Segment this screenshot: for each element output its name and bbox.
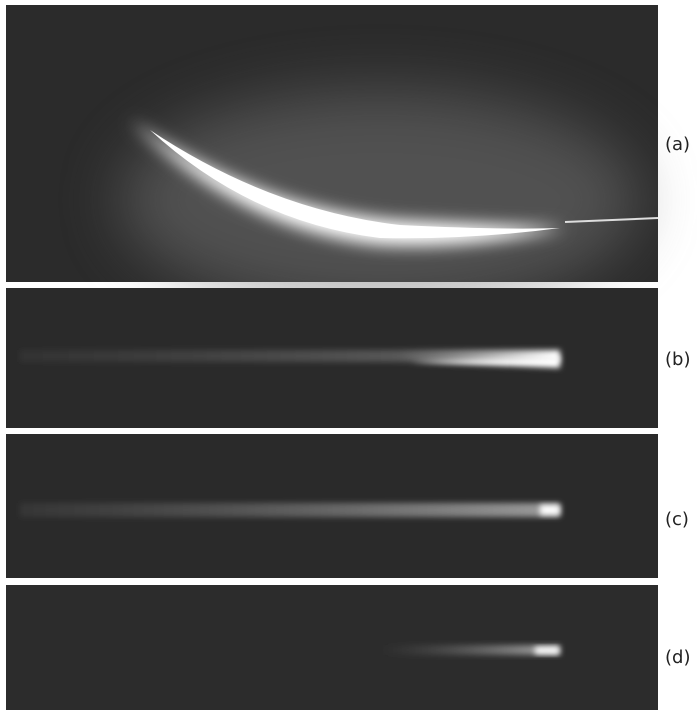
- jet-core: [535, 647, 559, 654]
- jet: [20, 503, 560, 517]
- panel-label: (d): [665, 647, 690, 668]
- panel-label: (a): [665, 134, 690, 155]
- page: (a) (b) (c) (d) (() => { const data = JS…: [0, 0, 697, 713]
- panel-a: (a): [6, 5, 690, 310]
- panel-c: (c): [6, 434, 689, 578]
- figure: (a) (b) (c) (d): [0, 0, 697, 713]
- panel-b: (b): [6, 288, 690, 428]
- jet: [380, 645, 560, 655]
- jet-core: [540, 505, 560, 515]
- panel-d: (d): [6, 585, 690, 710]
- panel-label: (b): [665, 349, 690, 370]
- panel-label: (c): [665, 509, 689, 530]
- panel-background: [6, 585, 658, 710]
- glow: [120, 90, 640, 310]
